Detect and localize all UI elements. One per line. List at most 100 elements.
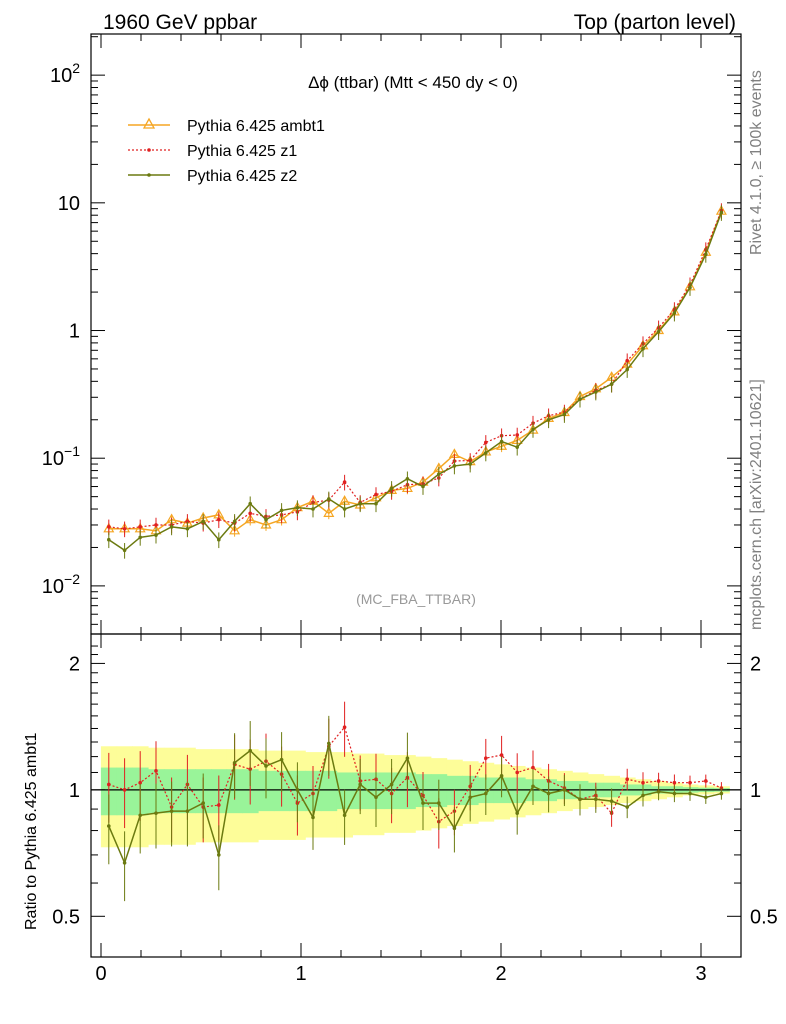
- main-line-z1: [108, 210, 722, 530]
- main-y-tick-label: 102: [50, 60, 80, 87]
- ratio-point-z2: [641, 793, 645, 798]
- header-left: 1960 GeV ppbar: [103, 11, 257, 34]
- main-point-z2: [688, 285, 692, 290]
- analysis-tag: (MC_FBA_TTBAR): [356, 591, 476, 607]
- main-y-tick-label: 10−1: [42, 443, 80, 470]
- ratio-point-z2: [342, 813, 347, 818]
- main-point-z2: [484, 451, 488, 455]
- ratio-point-z1: [515, 770, 519, 775]
- ratio-point-z2: [531, 784, 535, 789]
- main-point-z2: [562, 412, 567, 417]
- ratio-point-z2: [217, 853, 221, 857]
- ratio-point-z1: [217, 803, 221, 807]
- ratio-point-z2: [609, 799, 614, 803]
- ratio-series-group: [107, 701, 724, 902]
- ratio-point-z1: [342, 725, 347, 729]
- ratio-point-z2: [405, 756, 410, 760]
- ratio-point-z2: [122, 861, 127, 865]
- band-green-bin: [320, 770, 338, 812]
- main-y-tick-base: 10: [42, 448, 64, 470]
- main-point-z1: [484, 440, 488, 445]
- main-point-z2: [452, 464, 457, 468]
- ratio-point-z2: [452, 826, 457, 831]
- ratio-point-z2: [201, 801, 205, 805]
- ratio-point-z2: [311, 815, 315, 820]
- ratio-point-z1: [154, 769, 158, 773]
- main-point-z2: [248, 501, 252, 506]
- main-point-z2: [232, 519, 237, 524]
- header-right: Top (parton level): [574, 11, 736, 34]
- main-point-z2: [656, 329, 661, 334]
- ratio-point-z1: [138, 780, 142, 785]
- ratio-point-z2: [154, 811, 158, 815]
- ratio-point-z2: [421, 801, 425, 805]
- main-point-z2: [531, 427, 535, 432]
- ratio-point-z2: [672, 791, 677, 796]
- ratio-frame: [90, 633, 742, 958]
- ratio-line-z2: [108, 743, 722, 866]
- main-point-z2: [515, 445, 519, 449]
- main-point-z2: [405, 476, 410, 481]
- main-y-tick-exponent: −2: [64, 571, 80, 587]
- ratio-point-z2: [515, 811, 519, 815]
- ratio-point-z2: [295, 788, 300, 792]
- ratio-y-tick-label-left: 2: [69, 653, 80, 675]
- ratio-point-z2: [232, 760, 237, 765]
- main-point-z2: [264, 517, 268, 522]
- ratio-point-z1: [672, 780, 677, 785]
- x-tick-label: 3: [695, 963, 706, 985]
- ratio-y-tick-label-right: 1: [750, 780, 761, 802]
- main-point-z2: [358, 501, 363, 506]
- main-point-z2: [499, 439, 504, 444]
- ratio-point-z2: [437, 801, 441, 805]
- main-title: Δϕ (ttbar) (Mtt < 450 dy < 0): [308, 73, 518, 92]
- main-point-z2: [389, 486, 394, 491]
- main-y-tick-exponent: −1: [64, 443, 80, 459]
- main-point-z2: [468, 462, 473, 466]
- main-point-z1: [185, 519, 190, 524]
- ratio-point-z2: [578, 797, 582, 802]
- main-point-z2: [279, 508, 284, 513]
- main-y-tick-base: 10: [50, 65, 72, 87]
- main-point-z2: [185, 526, 190, 531]
- main-point-z1: [342, 480, 347, 484]
- main-point-ambt1: [323, 507, 335, 517]
- ratio-point-z1: [656, 779, 661, 783]
- x-tick-label: 2: [495, 963, 506, 985]
- main-point-z2: [546, 417, 551, 422]
- main-y-tick-label: 1: [69, 321, 80, 343]
- ratio-point-z2: [138, 813, 142, 818]
- main-point-z1: [625, 358, 629, 363]
- ratio-point-z2: [279, 757, 284, 762]
- main-point-z2: [154, 533, 158, 537]
- legend-marker-ambt1: [142, 117, 156, 129]
- main-point-z2: [295, 505, 300, 510]
- main-point-z1: [374, 492, 378, 497]
- main-point-ambt1: [229, 524, 241, 535]
- ratio-point-z2: [688, 791, 692, 796]
- main-point-z2: [625, 367, 629, 372]
- main-point-z2: [421, 484, 425, 489]
- main-point-z2: [437, 472, 441, 476]
- main-point-z2: [169, 525, 174, 529]
- legend: Pythia 6.425 ambt1 Pythia 6.425 z1 Pythi…: [128, 117, 325, 185]
- ratio-line-z1: [108, 725, 722, 823]
- main-point-z2: [609, 382, 614, 386]
- ratio-y-tick-label-left: 1: [69, 780, 80, 802]
- main-point-z2: [342, 507, 347, 511]
- ratio-point-z2: [358, 782, 363, 787]
- legend-label-ambt1: Pythia 6.425 ambt1: [187, 118, 325, 135]
- ratio-point-z2: [374, 795, 378, 800]
- main-point-ambt1: [244, 513, 256, 524]
- main-point-z2: [719, 210, 724, 215]
- ratio-point-z1: [484, 756, 488, 760]
- main-point-z2: [138, 535, 142, 540]
- main-point-z2: [327, 497, 331, 501]
- main-y-tick-base: 10: [42, 576, 64, 598]
- ratio-point-z1: [107, 782, 111, 787]
- ratio-point-z1: [625, 777, 629, 782]
- main-point-z1: [217, 517, 221, 522]
- ratio-point-z2: [594, 797, 598, 802]
